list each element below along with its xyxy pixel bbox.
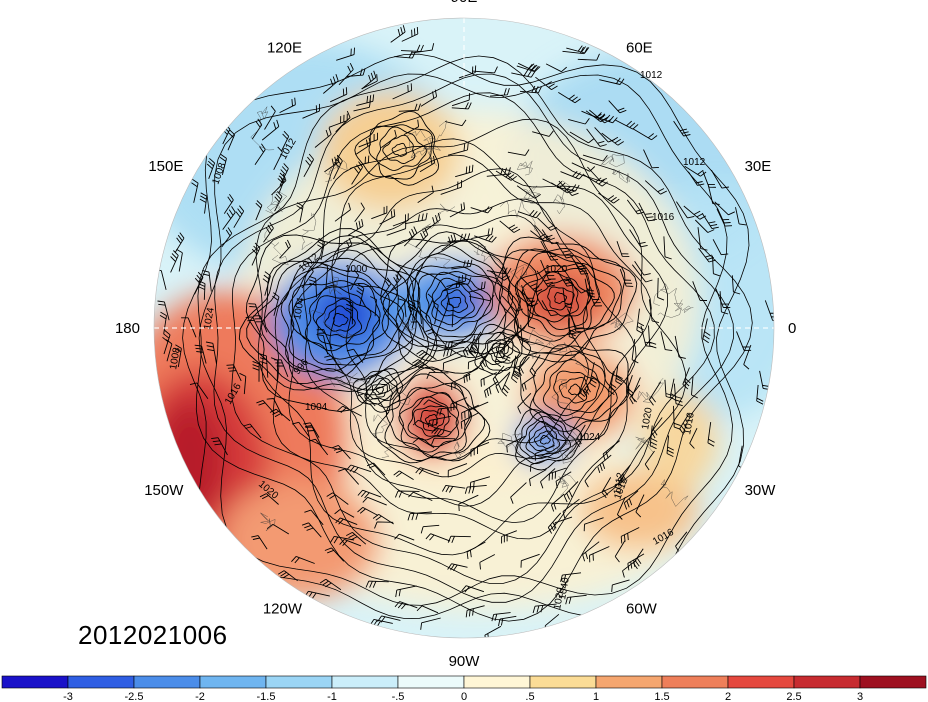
contour-label-4: 1016 bbox=[652, 212, 675, 223]
colorbar-swatch-10 bbox=[661, 675, 729, 689]
lon-label-9: 180 bbox=[115, 320, 140, 337]
colorbar-swatch-1 bbox=[67, 675, 135, 689]
colorbar-swatch-12 bbox=[793, 675, 861, 689]
longitude-labels: 90E 60E 30E 0 30W 60W 90W 120W 150W 180 150E 120E bbox=[115, 0, 796, 670]
colorbar-tick-4: -1 bbox=[327, 691, 337, 702]
colorbar-tick-12: 3 bbox=[857, 691, 863, 702]
colorbar-swatch-4 bbox=[265, 675, 333, 689]
contour-label-20: 1020 bbox=[552, 586, 567, 610]
colorbar-tick-10: 2 bbox=[725, 691, 731, 702]
lon-label-7: 120W bbox=[263, 601, 303, 618]
contour-label-21: 1040 bbox=[557, 576, 572, 600]
lon-label-6: 90W bbox=[449, 653, 481, 670]
contour-label-5: 1020 bbox=[545, 264, 568, 275]
colorbar-tick-8: 1 bbox=[593, 691, 599, 702]
colorbar-tick-2: -2 bbox=[195, 691, 205, 702]
colorbar-swatch-8 bbox=[529, 675, 597, 689]
colorbar-tick-7: .5 bbox=[525, 691, 534, 702]
lon-label-2: 30E bbox=[745, 158, 772, 175]
contour-label-11: 1008 bbox=[168, 346, 183, 370]
coastlines bbox=[250, 106, 694, 532]
colorbar-tick-5: -.5 bbox=[392, 691, 405, 702]
lon-label-0: 90E bbox=[451, 0, 478, 6]
colorbar-tick-labels: -3 -2.5 -2 -1.5 -1 -.5 0 .5 1 1.5 2 2.5 3 bbox=[63, 691, 863, 702]
colorbar-swatch-0 bbox=[1, 675, 69, 689]
lon-label-11: 120E bbox=[267, 39, 302, 56]
colorbar-tick-0: -3 bbox=[63, 691, 73, 702]
colorbar-swatch-3 bbox=[199, 675, 267, 689]
lon-label-4: 30W bbox=[745, 482, 777, 499]
colorbar-tick-6: 0 bbox=[461, 691, 467, 702]
wind-barbs bbox=[154, 25, 774, 638]
colorbar-swatch-5 bbox=[331, 675, 399, 689]
colorbar-swatch-11 bbox=[727, 675, 795, 689]
lon-label-1: 60E bbox=[626, 39, 653, 56]
lon-label-3: 0 bbox=[788, 320, 796, 337]
contour-label-22: 1024 bbox=[202, 306, 217, 330]
colorbar-swatch-2 bbox=[133, 675, 201, 689]
colorbar-tick-9: 1.5 bbox=[654, 691, 669, 702]
contour-label-3: 1012 bbox=[683, 157, 706, 168]
contour-label-7: 1004 bbox=[292, 296, 307, 320]
colorbar-swatch-13 bbox=[859, 675, 927, 689]
lon-label-5: 60W bbox=[626, 601, 658, 618]
map-boundary bbox=[153, 17, 775, 639]
contour-label-16: 1020 bbox=[640, 406, 655, 430]
contour-label-8: 1000 bbox=[345, 264, 368, 275]
colorbar-swatch-7 bbox=[463, 675, 531, 689]
contour-label-14: 1024 bbox=[578, 432, 601, 443]
contour-label-0: 1012 bbox=[640, 70, 663, 81]
colorbar-tick-3: -1.5 bbox=[257, 691, 276, 702]
graticule bbox=[154, 18, 774, 329]
timestamp-label: 2012021006 bbox=[78, 620, 228, 650]
contour-label-15: 1016 bbox=[682, 411, 697, 435]
colorbar bbox=[1, 675, 927, 689]
isobar-contours bbox=[182, 53, 753, 622]
lon-label-8: 150W bbox=[144, 482, 184, 499]
colorbar-swatch-6 bbox=[397, 675, 465, 689]
contour-label-10: 1004 bbox=[305, 402, 328, 413]
colorbar-tick-1: -2.5 bbox=[125, 691, 144, 702]
colorbar-tick-11: 2.5 bbox=[786, 691, 801, 702]
colorbar-swatch-9 bbox=[595, 675, 663, 689]
contour-label-17: 1012 bbox=[612, 471, 627, 495]
lon-label-10: 150E bbox=[148, 158, 183, 175]
